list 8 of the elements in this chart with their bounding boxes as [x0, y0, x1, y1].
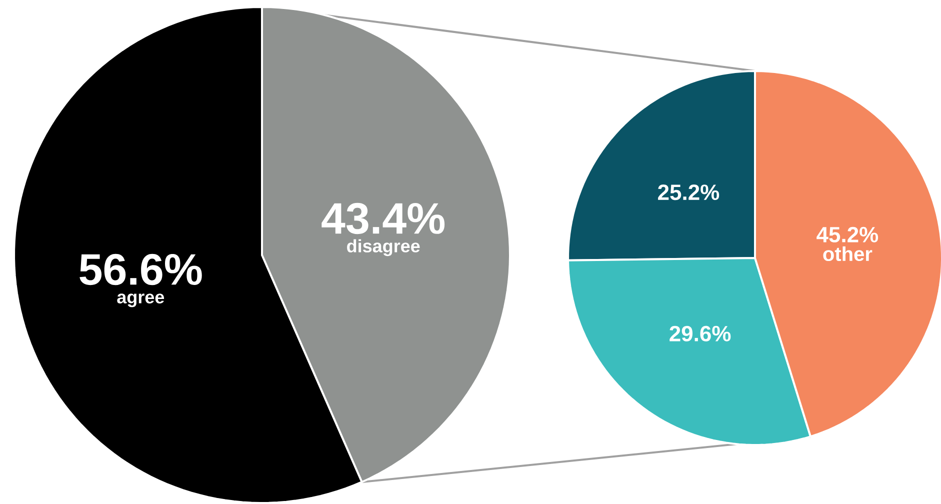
data-label: 45.2%	[816, 226, 878, 242]
data-label: 43.4%	[322, 202, 445, 234]
data-label: 29.6%	[670, 326, 731, 342]
slice-label: agree	[117, 294, 164, 308]
slice-label: other	[823, 246, 872, 262]
slice-label: disagree	[347, 239, 420, 256]
data-label: 25.2%	[658, 184, 720, 200]
data-label: 56.6%	[80, 254, 202, 286]
